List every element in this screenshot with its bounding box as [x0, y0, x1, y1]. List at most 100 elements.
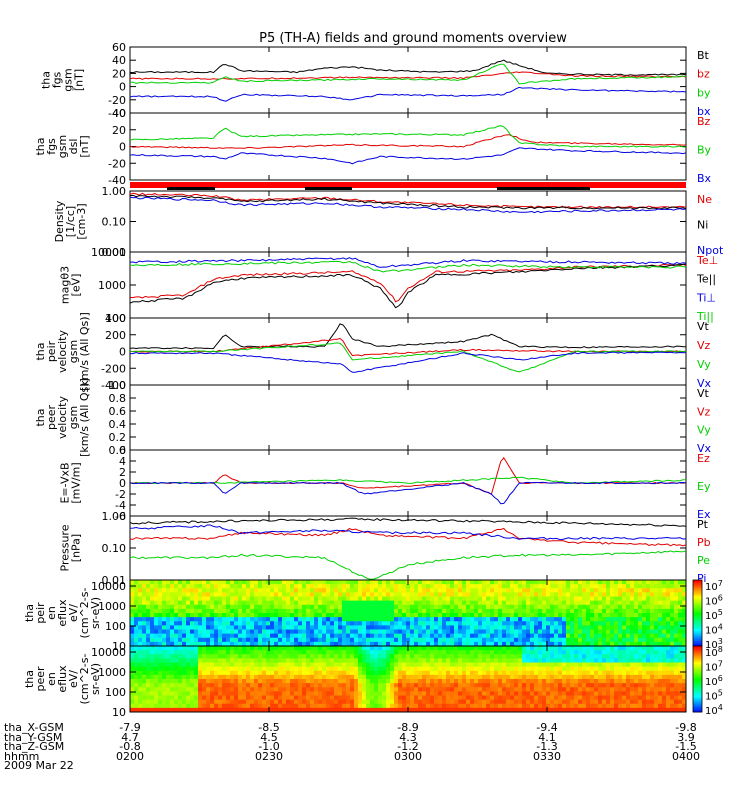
spectrogram-cell	[594, 633, 599, 639]
spectrogram-cell	[614, 588, 619, 593]
spectrogram-cell	[174, 695, 179, 701]
spectrogram-cell	[406, 613, 411, 618]
spectrogram-cell	[154, 658, 159, 663]
spectrogram-cell	[274, 654, 279, 659]
spectrogram-cell	[530, 699, 535, 705]
spectrogram-cell	[206, 666, 211, 672]
spectrogram-cell	[282, 695, 287, 701]
spectrogram-cell	[182, 658, 187, 663]
spectrogram-cell	[542, 666, 547, 672]
spectrogram-cell	[418, 687, 423, 692]
spectrogram-cell	[190, 683, 195, 688]
spectrogram-cell	[534, 670, 539, 676]
spectrogram-cell	[318, 703, 323, 709]
spectrogram-cell	[342, 691, 347, 696]
spectrogram-cell	[638, 687, 643, 692]
spectrogram-cell	[474, 637, 479, 643]
spectrogram-cell	[230, 707, 235, 713]
spectrogram-cell	[622, 683, 627, 688]
spectrogram-cell	[134, 658, 139, 663]
spectrogram-cell	[330, 691, 335, 696]
spectrogram-cell	[670, 666, 675, 672]
spectrogram-cell	[438, 604, 443, 610]
spectrogram-cell	[314, 613, 319, 618]
spectrogram-cell	[162, 687, 167, 692]
spectrogram-cell	[486, 617, 491, 622]
spectrogram-cell	[526, 641, 531, 647]
spectrogram-cell	[490, 596, 495, 602]
spectrogram-cell	[678, 691, 683, 696]
spectrogram-cell	[402, 699, 407, 705]
spectrogram-cell	[606, 600, 611, 606]
spectrogram-cell	[206, 584, 211, 589]
spectrogram-cell	[622, 699, 627, 705]
spectrogram-cell	[226, 699, 231, 705]
spectrogram-cell	[294, 695, 299, 701]
spectrogram-cell	[330, 646, 335, 651]
spectrogram-cell	[602, 584, 607, 589]
spectrogram-cell	[590, 600, 595, 606]
spectrogram-cell	[134, 695, 139, 701]
spectrogram-cell	[582, 650, 587, 655]
spectrogram-cell	[306, 654, 311, 659]
spectrogram-cell	[210, 679, 215, 684]
spectrogram-cell	[394, 674, 399, 680]
spectrogram-cell	[250, 608, 255, 614]
spectrogram-cell	[558, 687, 563, 692]
spectrogram-cell	[374, 588, 379, 593]
spectrogram-cell	[514, 695, 519, 701]
spectrogram-cell	[610, 617, 615, 622]
spectrogram-cell	[278, 646, 283, 651]
spectrogram-cell	[558, 584, 563, 589]
spectrogram-cell	[482, 608, 487, 614]
spectrogram-cell	[642, 679, 647, 684]
spectrogram-cell	[474, 608, 479, 614]
spectrogram-cell	[402, 625, 407, 630]
spectrogram-cell	[642, 691, 647, 696]
spectrogram-cell	[174, 633, 179, 639]
spectrogram-cell	[666, 604, 671, 610]
spectrogram-cell	[658, 666, 663, 672]
spectrogram-cell	[546, 600, 551, 606]
spectrogram-cell	[578, 658, 583, 663]
spectrogram-cell	[234, 633, 239, 639]
spectrogram-cell	[662, 674, 667, 680]
spectrogram-cell	[586, 683, 591, 688]
spectrogram-cell	[430, 703, 435, 709]
spectrogram-cell	[446, 646, 451, 651]
spectrogram-cell	[566, 695, 571, 701]
spectrogram-cell	[566, 592, 571, 597]
spectrogram-cell	[258, 674, 263, 680]
spectrogram-cell	[450, 646, 455, 651]
y-axis-label: thapeirenefluxeV/(cm^2-s-sr-eV)	[23, 588, 102, 639]
spectrogram-cell	[486, 654, 491, 659]
spectrogram-cell	[258, 666, 263, 672]
orbit-value: -1.3	[536, 740, 557, 753]
spectrogram-cell	[230, 629, 235, 635]
spectrogram-cell	[170, 703, 175, 709]
spectrogram-cell	[530, 658, 535, 663]
spectrogram-cell	[426, 600, 431, 606]
series-bx-line	[129, 86, 687, 102]
spectrogram-cell	[510, 703, 515, 709]
spectrogram-cell	[334, 580, 339, 585]
spectrogram-cell	[130, 637, 135, 643]
spectrogram-cell	[610, 580, 615, 585]
spectrogram-cell	[306, 646, 311, 651]
spectrogram-cell	[550, 588, 555, 593]
spectrogram-cell	[674, 608, 679, 614]
spectrogram-cell	[666, 699, 671, 705]
spectrogram-cell	[138, 662, 143, 668]
spectrogram-cell	[602, 662, 607, 668]
spectrogram-cell	[210, 613, 215, 618]
spectrogram-cell	[554, 674, 559, 680]
spectrogram-cell	[522, 629, 527, 635]
spectrogram-cell	[402, 646, 407, 651]
spectrogram-cell	[530, 674, 535, 680]
spectrogram-cell	[386, 600, 391, 606]
spectrogram-cell	[562, 654, 567, 659]
spectrogram-cell	[590, 703, 595, 709]
colorbar-segment	[693, 669, 702, 672]
spectrogram-cell	[642, 658, 647, 663]
spectrogram-cell	[226, 596, 231, 602]
